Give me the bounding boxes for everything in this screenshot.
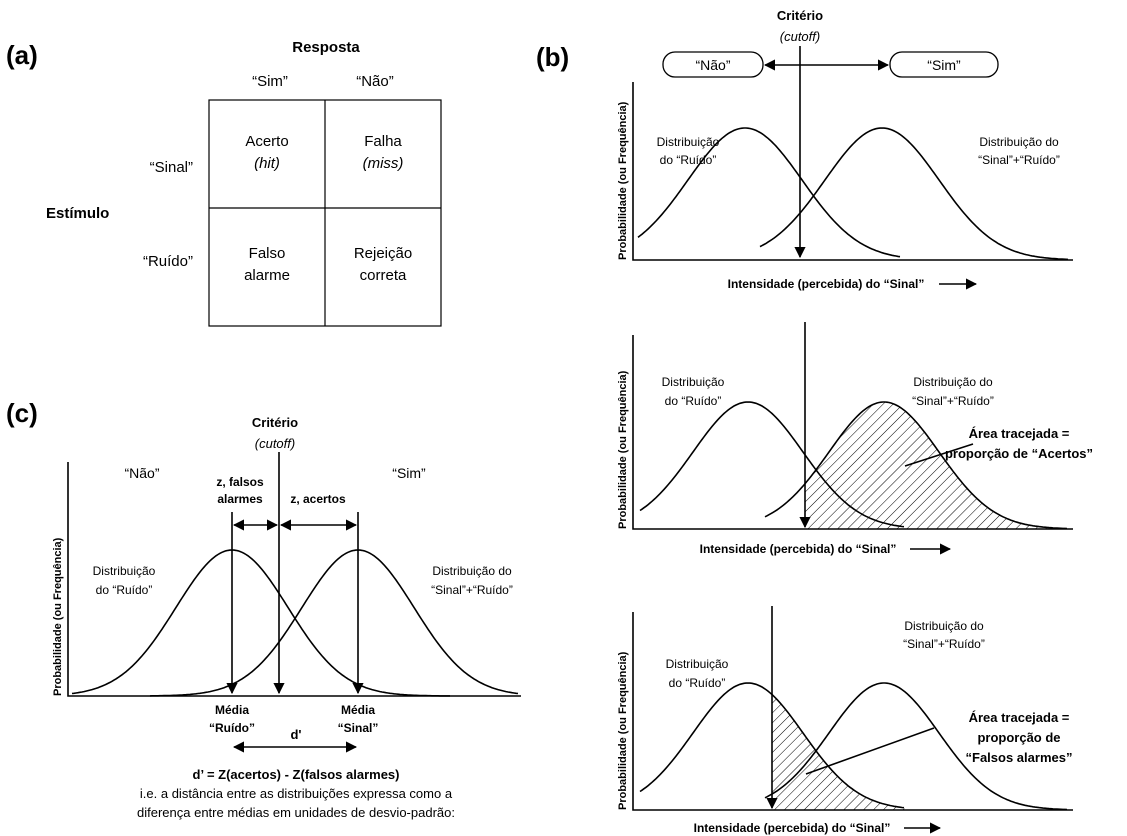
z-false-alarms-label-line2: alarmes	[217, 492, 263, 506]
noise-mean-label-line2: “Ruído”	[209, 721, 255, 735]
noise-label-line2: do “Ruído”	[96, 583, 153, 597]
signal-label-line1: Distribuição do	[979, 135, 1059, 149]
hits-annotation-pointer	[904, 443, 974, 467]
dprime-label: d'	[290, 727, 301, 742]
panel-b-label: (b)	[536, 42, 569, 72]
y-axis-label: Probabilidade (ou Frequência)	[617, 370, 629, 529]
panel-c-label: (c)	[6, 398, 38, 428]
false-alarm-annotation-pointer	[805, 727, 935, 775]
cell-false-alarm-line1: Falso	[249, 245, 286, 262]
dprime-formula: d’ = Z(acertos) - Z(falsos alarmes)	[193, 767, 400, 782]
cell-correct-rejection-line1: Rejeição	[354, 245, 412, 262]
yes-response-box	[889, 51, 999, 78]
cell-hit-title: Acerto	[245, 133, 288, 150]
panel-a: (a) Resposta “Sim” “Não” “Sinal” Estímul…	[6, 39, 442, 327]
hits-annotation-line2: proporção de “Acertos”	[945, 446, 1093, 461]
false-alarm-hatched-area	[772, 694, 905, 810]
yes-response-label: “Sim”	[927, 57, 961, 73]
signal-label-line1: Distribuição do	[432, 564, 512, 578]
axes-b-hits	[632, 335, 1073, 530]
criterion-title: Critério	[777, 8, 823, 23]
x-axis-label: Intensidade (percebida) do “Sinal”	[728, 277, 925, 291]
cell-correct-rejection-line2: correta	[360, 267, 407, 284]
y-axis-label: Probabilidade (ou Frequência)	[617, 651, 629, 810]
signal-mean-label-line2: “Sinal”	[338, 721, 379, 735]
noise-distribution-curve	[639, 682, 905, 809]
x-axis-label: Intensidade (percebida) do “Sinal”	[694, 821, 891, 835]
axes-b-false-alarms	[632, 612, 1073, 811]
panel-b-false-alarms: Probabilidade (ou Frequência) Intensidad…	[617, 606, 1073, 835]
noise-distribution-curve	[639, 401, 905, 528]
criterion-cutoff: (cutoff)	[780, 29, 820, 44]
no-response-label: “Não”	[124, 465, 159, 481]
signal-label-line2: “Sinal”+“Ruído”	[912, 394, 994, 408]
noise-label-line2: do “Ruído”	[669, 676, 726, 690]
z-false-alarms-label-line1: z, falsos	[216, 475, 264, 489]
noise-mean-label-line1: Média	[215, 703, 249, 717]
no-column-label: “Não”	[356, 73, 394, 90]
explanation-line2: diferença entre médias em unidades de de…	[137, 805, 455, 820]
axes-c	[67, 462, 521, 697]
cell-miss-subtitle: (miss)	[363, 155, 404, 172]
x-axis-label: Intensidade (percebida) do “Sinal”	[700, 542, 897, 556]
criterion-title: Critério	[252, 415, 298, 430]
panel-c: (c) Critério (cutoff) “Não” “Sim” z, fal…	[6, 398, 521, 820]
noise-label-line1: Distribuição	[93, 564, 156, 578]
hits-hatched-area	[805, 402, 1068, 529]
signal-label-line2: “Sinal”+“Ruído”	[978, 153, 1060, 167]
signal-distribution-curve	[759, 127, 1069, 261]
panel-b-hits: Probabilidade (ou Frequência) Intensidad…	[617, 322, 1093, 556]
signal-label-line1: Distribuição do	[913, 375, 993, 389]
noise-row-label: “Ruído”	[143, 253, 193, 270]
signal-label-line1: Distribuição do	[904, 619, 984, 633]
stimulus-label: Estímulo	[46, 205, 109, 222]
cell-false-alarm-line2: alarme	[244, 267, 290, 284]
yes-response-label: “Sim”	[392, 465, 426, 481]
y-axis-label: Probabilidade (ou Frequência)	[52, 537, 64, 696]
signal-distribution-curve	[149, 549, 519, 697]
explanation-line1: i.e. a distância entre as distribuições …	[140, 786, 453, 801]
signal-row-label: “Sinal”	[150, 159, 193, 176]
axes-b-top	[632, 82, 1073, 261]
false-alarm-annotation-line2: proporção de	[977, 730, 1060, 745]
noise-label-line1: Distribuição	[662, 375, 725, 389]
cell-hit-subtitle: (hit)	[254, 155, 280, 172]
cell-miss-title: Falha	[364, 133, 402, 150]
hits-annotation-line1: Área tracejada =	[969, 426, 1070, 441]
noise-distribution-curve	[71, 549, 450, 697]
signal-distribution-curve	[764, 682, 1068, 811]
yes-column-label: “Sim”	[252, 73, 288, 90]
noise-label-line2: do “Ruído”	[660, 153, 717, 167]
z-hits-label: z, acertos	[290, 492, 346, 506]
signal-distribution-curve	[764, 401, 1068, 530]
no-response-label: “Não”	[695, 57, 730, 73]
signal-mean-label-line1: Média	[341, 703, 375, 717]
noise-label-line1: Distribuição	[657, 135, 720, 149]
false-alarm-annotation-line3: “Falsos alarmes”	[966, 750, 1073, 765]
false-alarm-annotation-line1: Área tracejada =	[969, 710, 1070, 725]
criterion-cutoff: (cutoff)	[255, 436, 295, 451]
signal-label-line2: “Sinal”+“Ruído”	[903, 637, 985, 651]
noise-distribution-curve	[637, 127, 901, 258]
signal-label-line2: “Sinal”+“Ruído”	[431, 583, 513, 597]
response-header: Resposta	[292, 39, 360, 56]
y-axis-label: Probabilidade (ou Frequência)	[617, 101, 629, 260]
panel-a-label: (a)	[6, 40, 38, 70]
noise-label-line2: do “Ruído”	[665, 394, 722, 408]
panel-b-top: (b) Critério (cutoff) “Não” “Sim” Probab…	[536, 8, 1073, 291]
no-response-box	[662, 51, 764, 78]
noise-label-line1: Distribuição	[666, 657, 729, 671]
